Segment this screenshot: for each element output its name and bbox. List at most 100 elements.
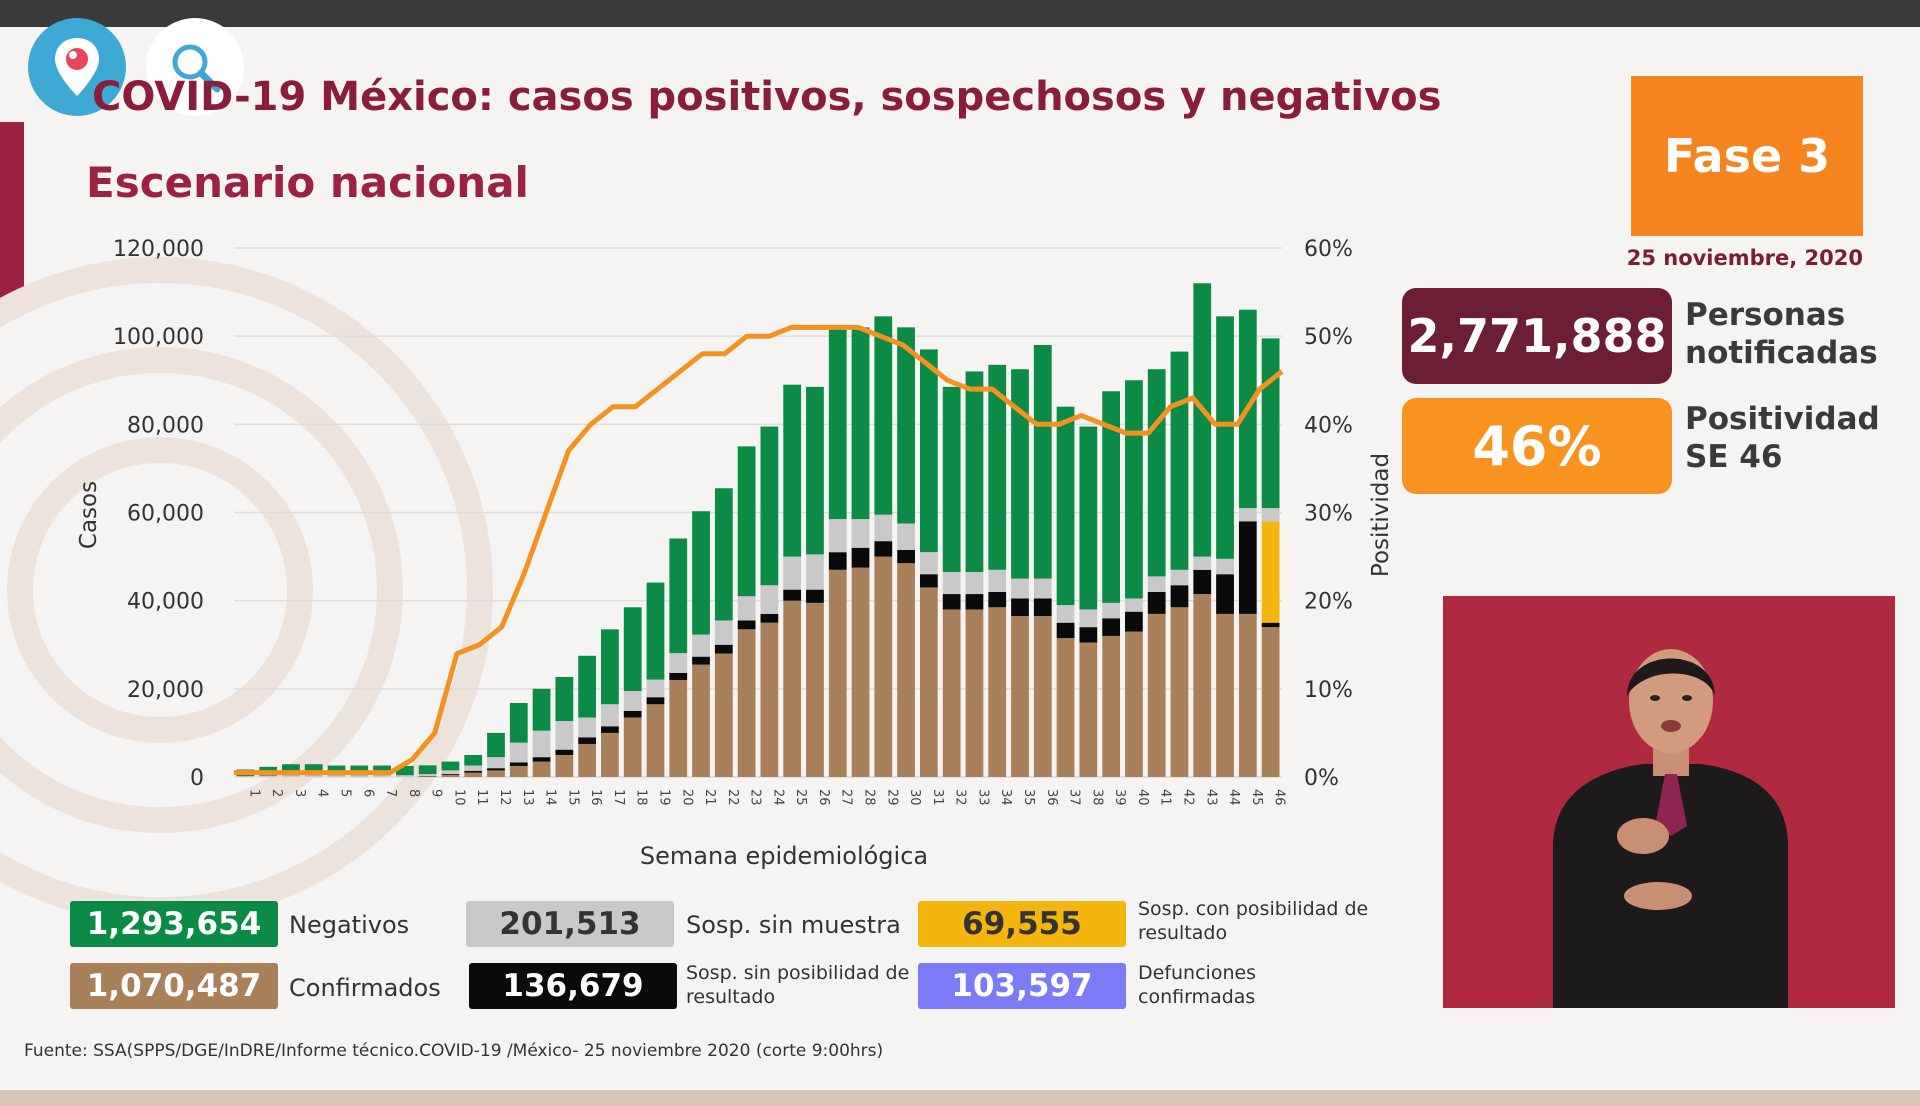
- legend-negativos-label: Negativos: [289, 911, 410, 939]
- bar-negativos-week-44: [1216, 316, 1234, 559]
- periscope-button[interactable]: [28, 18, 126, 116]
- bar-sin_posibilidad-week-39: [1102, 618, 1121, 636]
- bar-sin_muestra-week-31: [919, 552, 938, 575]
- sign-language-interpreter-video: [1443, 596, 1895, 1008]
- bar-negativos-week-11: [464, 754, 483, 766]
- y-tick-label: 20,000: [127, 678, 204, 703]
- y2-tick-label: 0%: [1304, 766, 1339, 791]
- bar-sin_posibilidad-week-44: [1216, 574, 1234, 614]
- bar-sin_posibilidad-week-32: [942, 594, 961, 610]
- legend-defunciones-value: 103,597: [918, 963, 1126, 1009]
- search-button[interactable]: [146, 18, 244, 116]
- bar-confirmados-week-35: [1011, 616, 1029, 777]
- x-tick-label: 21: [702, 789, 717, 806]
- bar-negativos-week-8: [395, 765, 414, 776]
- bar-negativos-week-17: [601, 629, 619, 705]
- bar-confirmados-week-32: [942, 609, 961, 777]
- bar-sin_muestra-week-6: [350, 775, 369, 777]
- bar-sin_muestra-week-23: [737, 596, 756, 621]
- bar-negativos-week-12: [487, 732, 505, 758]
- bar-sin_muestra-week-8: [395, 775, 414, 777]
- bar-negativos-week-23: [737, 446, 756, 597]
- page-title: COVID-19 México: casos positivos, sospec…: [92, 74, 1442, 120]
- bar-negativos-week-42: [1170, 351, 1189, 570]
- y-tick-label: 0: [190, 766, 204, 791]
- bar-negativos-week-10: [441, 761, 460, 771]
- bar-sin_muestra-week-32: [942, 572, 961, 595]
- bar-sin_muestra-week-10: [441, 770, 460, 774]
- personas-notificadas-value: 2,771,888: [1402, 288, 1672, 384]
- x-tick-label: 8: [406, 789, 421, 797]
- search-icon: [172, 44, 221, 93]
- x-tick-label: 2: [269, 789, 284, 797]
- x-tick-label: 40: [1135, 789, 1150, 806]
- bar-sin_posibilidad-week-16: [578, 737, 597, 744]
- x-tick-label: 34: [998, 789, 1013, 806]
- bar-confirmados-week-36: [1033, 616, 1052, 777]
- x-tick-label: 9: [429, 789, 444, 797]
- bar-negativos-week-26: [806, 386, 824, 555]
- bar-sin_posibilidad-week-35: [1011, 598, 1029, 617]
- bar-confirmados-week-24: [760, 622, 779, 777]
- x-tick-label: 28: [862, 789, 877, 806]
- x-tick-label: 24: [770, 789, 785, 806]
- x-tick-label: 41: [1158, 789, 1173, 806]
- bar-sin_posibilidad-week-31: [919, 574, 938, 588]
- bar-confirmados-week-25: [783, 600, 802, 777]
- y-tick-label: 120,000: [113, 237, 204, 262]
- chart-bars: [236, 283, 1280, 778]
- source-note: Fuente: SSA(SPPS/DGE/InDRE/Informe técni…: [24, 1041, 884, 1061]
- bar-sin_muestra-week-34: [988, 569, 1007, 592]
- x-tick-label: 20: [679, 789, 694, 806]
- bar-confirmados-week-19: [646, 704, 665, 777]
- bar-sin_muestra-week-7: [373, 775, 391, 777]
- bar-sin_muestra-week-45: [1238, 508, 1257, 522]
- bar-sin_posibilidad-week-38: [1079, 627, 1098, 643]
- bar-negativos-week-38: [1079, 426, 1098, 610]
- bar-sin_posibilidad-week-18: [623, 710, 642, 718]
- bar-sin_posibilidad-week-12: [487, 768, 505, 771]
- bar-negativos-week-13: [509, 702, 528, 743]
- bar-confirmados-week-29: [874, 556, 893, 777]
- bar-sin_posibilidad-week-37: [1056, 622, 1075, 639]
- bar-confirmados-week-10: [441, 774, 460, 777]
- x-tick-label: 37: [1067, 789, 1082, 806]
- bar-sin_posibilidad-week-28: [851, 547, 870, 568]
- x-tick-label: 3: [292, 789, 307, 797]
- x-tick-label: 12: [497, 789, 512, 806]
- bar-confirmados-week-17: [601, 732, 619, 777]
- x-tick-label: 15: [565, 789, 580, 806]
- y2-tick-label: 60%: [1304, 237, 1353, 262]
- bar-sin_muestra-week-19: [646, 679, 665, 698]
- bar-sin_muestra-week-39: [1102, 602, 1121, 619]
- cases-chart: 0 20,000 40,000 60,000 80,000 100,000 120,000 0…: [76, 237, 1394, 870]
- bar-negativos-week-43: [1193, 283, 1212, 557]
- legend-sin-muestra-label: Sosp. sin muestra: [686, 911, 901, 939]
- bar-sin_muestra-week-22: [714, 620, 733, 645]
- x-tick-label: 29: [884, 789, 899, 806]
- bar-negativos-week-27: [828, 325, 847, 520]
- fase-badge: Fase 3: [1631, 76, 1863, 236]
- bar-sin_posibilidad-week-43: [1193, 569, 1212, 595]
- x-tick-label: 17: [611, 789, 626, 806]
- bar-sin_muestra-week-44: [1216, 558, 1234, 575]
- bar-sin_posibilidad-week-46: [1261, 622, 1280, 628]
- bar-confirmados-week-38: [1079, 642, 1098, 777]
- bar-confirmados-week-40: [1125, 631, 1143, 777]
- bar-sin_muestra-week-27: [828, 519, 847, 553]
- bar-sin_muestra-week-36: [1033, 578, 1052, 599]
- bar-sin_posibilidad-week-15: [555, 749, 574, 755]
- bar-sin_muestra-week-43: [1193, 556, 1212, 570]
- bar-negativos-week-46: [1261, 338, 1280, 509]
- x-tick-label: 35: [1021, 789, 1036, 806]
- bar-confirmados-week-16: [578, 743, 597, 777]
- bar-negativos-week-37: [1056, 406, 1075, 606]
- bar-negativos-week-16: [578, 655, 597, 718]
- bar-negativos-week-21: [692, 511, 710, 635]
- bar-sin_muestra-week-46: [1261, 508, 1280, 522]
- x-tick-label: 22: [725, 789, 740, 806]
- bar-confirmados-week-43: [1193, 594, 1212, 777]
- legend-negativos-value: 1,293,654: [70, 901, 278, 947]
- bar-confirmados-week-41: [1147, 613, 1166, 777]
- x-tick-label: 14: [543, 789, 558, 806]
